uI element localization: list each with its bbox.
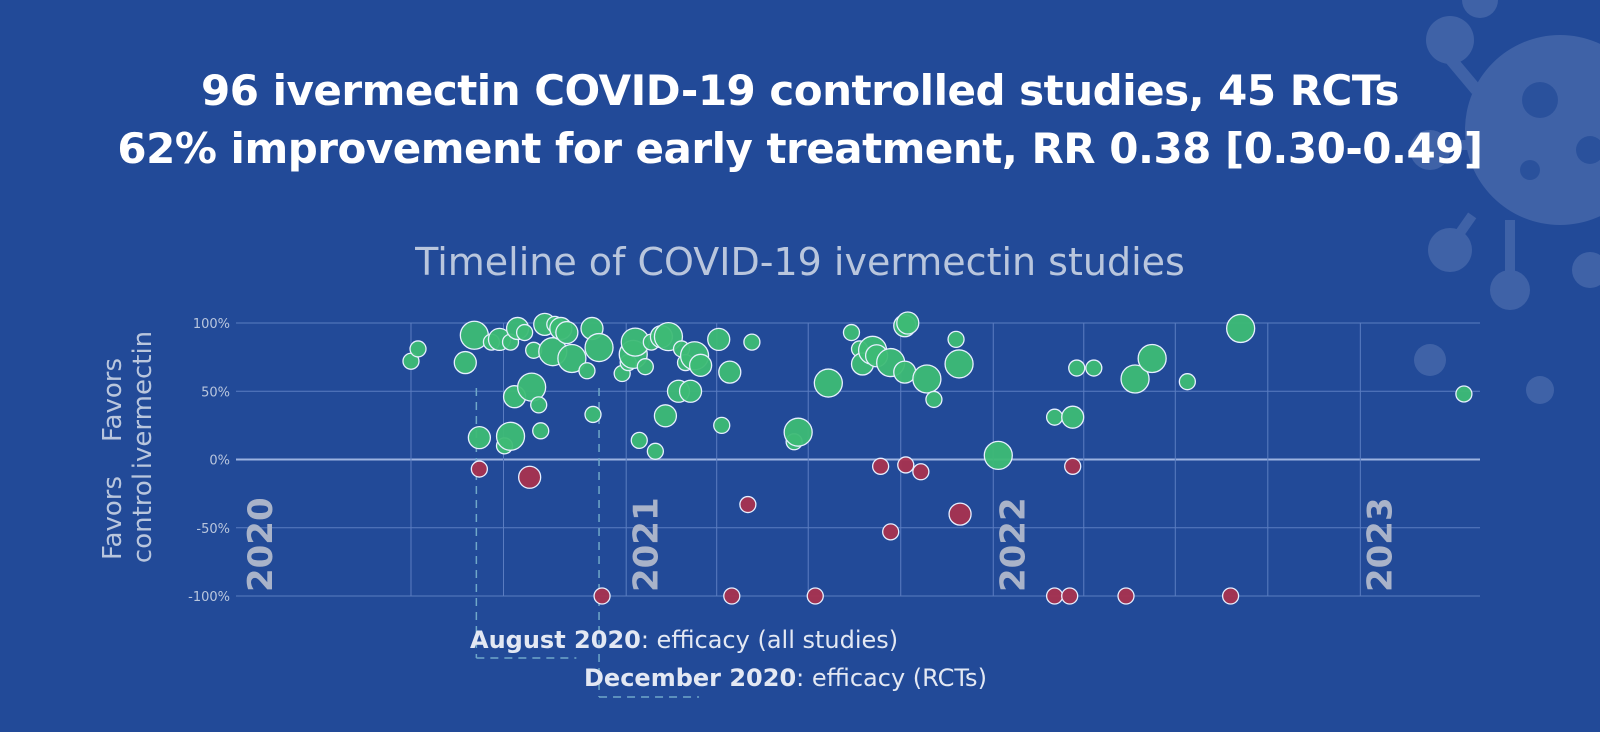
study-point-favors-control	[723, 587, 741, 605]
study-point-favors-ivermectin	[409, 340, 427, 358]
y-tick-label: 50%	[201, 385, 230, 400]
study-point-favors-ivermectin	[1068, 359, 1086, 377]
study-point-favors-ivermectin	[713, 416, 731, 435]
study-point-favors-control	[806, 587, 824, 605]
chart-title: Timeline of COVID-19 ivermectin studies	[415, 240, 1185, 284]
study-point-favors-control	[1045, 587, 1064, 605]
study-point-favors-control	[1061, 587, 1079, 605]
study-point-favors-ivermectin	[813, 368, 843, 398]
study-point-favors-control	[1064, 457, 1082, 475]
y-tick-label: -50%	[196, 522, 230, 537]
study-point-favors-control	[593, 587, 611, 605]
headline-line-1: 96 ivermectin COVID-19 controlled studie…	[201, 66, 1399, 115]
study-point-favors-ivermectin	[1226, 313, 1256, 344]
year-label: 2021	[626, 497, 666, 592]
study-point-favors-ivermectin	[584, 405, 602, 424]
study-point-favors-control	[1221, 587, 1240, 605]
study-point-favors-ivermectin	[707, 327, 731, 352]
study-point-favors-ivermectin	[653, 404, 678, 428]
study-point-favors-ivermectin	[467, 426, 492, 450]
y-tick-label: -100%	[188, 590, 230, 605]
study-point-favors-ivermectin	[557, 343, 587, 374]
annotation-december-2020: December 2020: efficacy (RCTs)	[584, 664, 987, 692]
study-point-favors-ivermectin	[630, 431, 648, 450]
study-point-favors-control	[948, 502, 972, 526]
year-label: 2022	[993, 497, 1033, 592]
y-tick-label: 0%	[209, 454, 230, 469]
study-point-favors-ivermectin	[530, 396, 548, 414]
year-label: 2023	[1360, 497, 1400, 592]
headline: 96 ivermectin COVID-19 controlled studie…	[0, 62, 1600, 178]
study-point-favors-control	[1117, 587, 1135, 605]
y-tick-label: 100%	[193, 317, 230, 332]
study-point-favors-ivermectin	[896, 311, 920, 335]
study-point-favors-ivermectin	[1061, 405, 1085, 429]
study-point-favors-ivermectin	[578, 362, 596, 380]
study-point-favors-ivermectin	[1120, 364, 1150, 394]
annotation-december-2020-bold: December 2020	[584, 664, 797, 692]
study-point-favors-control	[518, 465, 542, 489]
study-point-favors-ivermectin	[495, 421, 526, 451]
virus-illustration	[1410, 0, 1600, 404]
year-label: 2020	[241, 497, 281, 592]
study-point-favors-ivermectin	[515, 323, 534, 342]
study-point-favors-control	[897, 456, 915, 474]
study-point-favors-ivermectin	[1085, 359, 1103, 377]
study-point-favors-ivermectin	[842, 323, 861, 342]
study-point-favors-ivermectin	[532, 422, 550, 440]
study-point-favors-ivermectin	[983, 440, 1013, 471]
study-point-favors-ivermectin	[912, 364, 942, 394]
study-point-favors-control	[871, 457, 890, 475]
study-point-favors-ivermectin	[1137, 343, 1167, 374]
study-point-favors-ivermectin	[1455, 385, 1473, 403]
annotation-august-2020: August 2020: efficacy (all studies)	[470, 626, 898, 654]
study-point-favors-ivermectin	[636, 358, 654, 376]
study-point-favors-ivermectin	[925, 390, 943, 409]
study-point-favors-ivermectin	[646, 442, 665, 460]
study-point-favors-control	[739, 495, 757, 514]
study-point-favors-ivermectin	[555, 320, 579, 345]
study-point-favors-control	[470, 460, 489, 478]
study-point-favors-ivermectin	[584, 332, 614, 363]
annotation-august-2020-text: : efficacy (all studies)	[640, 626, 899, 654]
study-point-favors-ivermectin	[944, 349, 974, 379]
study-point-favors-ivermectin	[1045, 408, 1064, 426]
study-point-favors-ivermectin	[678, 379, 703, 403]
annotation-december-2020-text: : efficacy (RCTs)	[796, 664, 987, 692]
study-point-favors-control	[912, 463, 930, 481]
study-point-favors-ivermectin	[688, 353, 713, 377]
study-point-favors-ivermectin	[1178, 373, 1197, 391]
study-point-favors-control	[882, 523, 900, 541]
annotation-august-2020-bold: August 2020	[470, 626, 641, 654]
study-point-favors-ivermectin	[453, 350, 477, 375]
headline-line-2: 62% improvement for early treatment, RR …	[117, 124, 1483, 173]
study-point-favors-ivermectin	[743, 333, 761, 351]
study-point-favors-ivermectin	[783, 417, 813, 447]
study-point-favors-ivermectin	[947, 330, 965, 349]
study-point-favors-ivermectin	[718, 360, 742, 384]
